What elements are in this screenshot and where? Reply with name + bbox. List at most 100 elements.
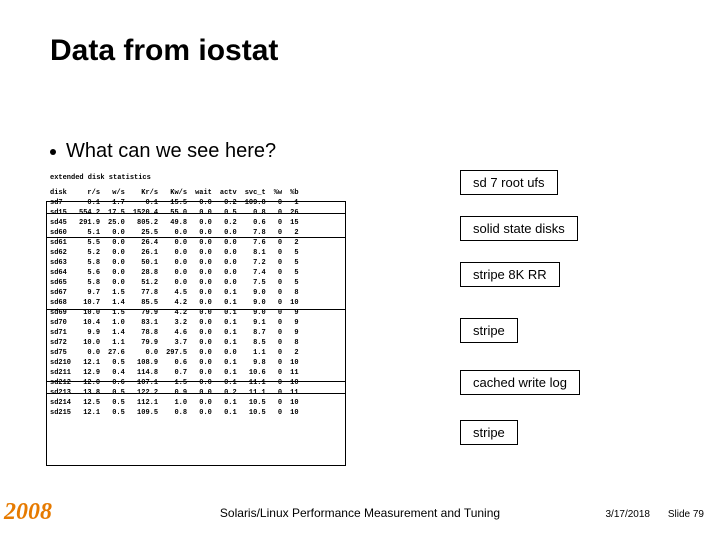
table-col-header: disk [50, 188, 75, 198]
callout-box: sd 7 root ufs [460, 170, 558, 195]
table-cell: 0.5 [104, 358, 129, 368]
table-row: sd6810.71.485.54.20.00.19.0010 [50, 298, 303, 308]
table-cell: 49.8 [162, 218, 191, 228]
table-cell: sd72 [50, 338, 75, 348]
table-cell: 0.0 [104, 268, 129, 278]
table-row: sd21212.00.6107.11.50.00.111.1010 [50, 378, 303, 388]
table-cell: 12.1 [75, 358, 104, 368]
table-cell: sd15 [50, 208, 75, 218]
table-cell: 0.0 [104, 238, 129, 248]
table-cell: 15 [286, 218, 302, 228]
table-cell: sd210 [50, 358, 75, 368]
table-row: sd45291.925.0805.249.80.00.20.6015 [50, 218, 303, 228]
table-cell: 0.0 [75, 348, 104, 358]
table-cell: 0 [270, 278, 286, 288]
table-row: sd7010.41.083.13.20.00.19.109 [50, 318, 303, 328]
table-cell: 0.0 [191, 328, 216, 338]
table-cell: 0.0 [191, 338, 216, 348]
table-cell: 1.1 [241, 348, 270, 358]
table-cell: 0.1 [216, 308, 241, 318]
table-cell: 1.0 [104, 318, 129, 328]
table-cell: 9.9 [75, 328, 104, 338]
table-cell: 0.2 [216, 218, 241, 228]
table-cell: 0.0 [191, 198, 216, 208]
table-cell: 10 [286, 408, 302, 418]
table-cell: 51.2 [129, 278, 162, 288]
table-cell: 0 [270, 258, 286, 268]
table-cell: 0.0 [162, 258, 191, 268]
table-cell: 78.8 [129, 328, 162, 338]
callout-box: stripe [460, 420, 518, 445]
table-cell: 0 [270, 328, 286, 338]
table-cell: 0.0 [216, 278, 241, 288]
table-cell: 0.7 [162, 368, 191, 378]
table-body: sd70.11.70.115.50.00.2109.801sd15554.217… [50, 198, 303, 418]
table-cell: 10 [286, 378, 302, 388]
table-cell: 0 [270, 248, 286, 258]
table-cell: 0.1 [216, 408, 241, 418]
table-cell: 297.5 [162, 348, 191, 358]
table-cell: 0.0 [191, 308, 216, 318]
table-cell: 50.1 [129, 258, 162, 268]
table-cell: 0.0 [216, 258, 241, 268]
stats-header: extended disk statistics [50, 174, 151, 182]
table-cell: 107.1 [129, 378, 162, 388]
table-cell: 9.0 [241, 308, 270, 318]
table-cell: 11.1 [241, 388, 270, 398]
table-cell: 0.1 [216, 338, 241, 348]
table-cell: 0.0 [191, 288, 216, 298]
table-cell: 0 [270, 288, 286, 298]
table-cell: 0.0 [191, 378, 216, 388]
table-cell: 0 [270, 228, 286, 238]
table-cell: 554.2 [75, 208, 104, 218]
callout-box: stripe 8K RR [460, 262, 560, 287]
table-row: sd6910.01.579.94.20.00.19.009 [50, 308, 303, 318]
table-cell: 0.5 [104, 408, 129, 418]
callout-box: solid state disks [460, 216, 578, 241]
table-cell: 805.2 [129, 218, 162, 228]
table-cell: 9.1 [241, 318, 270, 328]
table-cell: sd211 [50, 368, 75, 378]
table-cell: 0 [270, 308, 286, 318]
table-cell: 77.8 [129, 288, 162, 298]
table-cell: 2 [286, 228, 302, 238]
table-cell: sd69 [50, 308, 75, 318]
table-cell: 10.0 [75, 338, 104, 348]
table-cell: 79.9 [129, 338, 162, 348]
table-row: sd719.91.478.84.60.00.18.709 [50, 328, 303, 338]
table-cell: 26.4 [129, 238, 162, 248]
table-cell: 10 [286, 358, 302, 368]
table-cell: 26 [286, 208, 302, 218]
table-cell: 0.0 [129, 348, 162, 358]
table-cell: 0.4 [104, 368, 129, 378]
table-row: sd21313.80.5122.20.90.00.211.1011 [50, 388, 303, 398]
table-row: sd679.71.577.84.50.00.19.008 [50, 288, 303, 298]
table-cell: 5.1 [75, 228, 104, 238]
table-cell: 25.5 [129, 228, 162, 238]
table-cell: 1.7 [104, 198, 129, 208]
table-cell: 0 [270, 398, 286, 408]
table-cell: 109.5 [129, 408, 162, 418]
table-cell: 0 [270, 408, 286, 418]
table-cell: 0.0 [162, 268, 191, 278]
table-cell: 0.0 [191, 218, 216, 228]
table-cell: sd75 [50, 348, 75, 358]
table-cell: 0.0 [216, 248, 241, 258]
table-cell: 5 [286, 258, 302, 268]
table-cell: 8 [286, 338, 302, 348]
table-cell: 7.6 [241, 238, 270, 248]
table-row: sd750.027.60.0297.50.00.01.102 [50, 348, 303, 358]
table-cell: 0 [270, 358, 286, 368]
table-cell: 108.9 [129, 358, 162, 368]
table-cell: sd214 [50, 398, 75, 408]
footer-date: 3/17/2018 [606, 509, 651, 520]
table-cell: 0.5 [216, 208, 241, 218]
table-cell: 0.9 [162, 388, 191, 398]
table-col-header: %w [270, 188, 286, 198]
table-cell: 0.0 [191, 208, 216, 218]
table-cell: 0.0 [191, 368, 216, 378]
table-cell: 0 [270, 318, 286, 328]
bullet-line: What can we see here? [50, 140, 276, 163]
table-cell: 0.0 [191, 268, 216, 278]
table-cell: 0 [270, 348, 286, 358]
